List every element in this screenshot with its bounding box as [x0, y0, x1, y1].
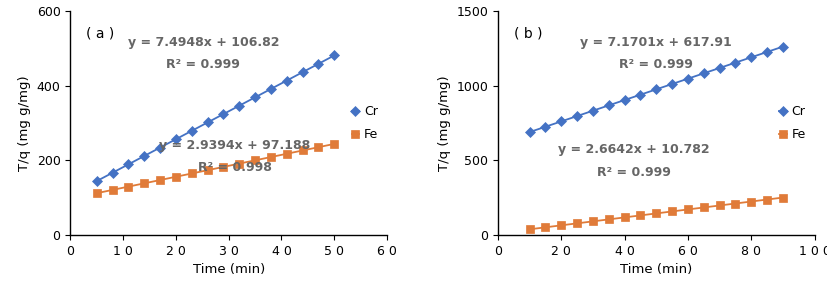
Cr [540, 125, 550, 128]
Fe [730, 202, 740, 205]
Line: Cr: Cr [93, 52, 338, 185]
Text: R² = 0.999: R² = 0.999 [166, 59, 241, 72]
Y-axis label: T/q (mg g/mg): T/q (mg g/mg) [437, 75, 451, 171]
Fe [282, 152, 292, 155]
Cr [652, 88, 662, 91]
Legend: Cr, Fe: Cr, Fe [349, 103, 380, 143]
Cr [171, 138, 181, 141]
Cr [730, 61, 740, 64]
Fe [588, 220, 598, 223]
Text: R² = 0.998: R² = 0.998 [198, 161, 272, 174]
Fe [187, 172, 197, 175]
Fe [298, 149, 308, 152]
Text: R² = 0.999: R² = 0.999 [597, 166, 671, 179]
Fe [266, 155, 276, 159]
Fe [619, 216, 629, 219]
Cr [667, 82, 677, 86]
Fe [250, 159, 260, 162]
Cr [234, 104, 244, 108]
Cr [108, 171, 117, 174]
Fe [139, 182, 149, 185]
Fe [572, 222, 582, 225]
Fe [557, 224, 566, 227]
Text: y = 2.6642x + 10.782: y = 2.6642x + 10.782 [558, 143, 710, 156]
Text: y = 7.4948x + 106.82: y = 7.4948x + 106.82 [127, 36, 279, 49]
Cr [588, 109, 598, 112]
Fe [92, 192, 102, 195]
Cr [218, 112, 228, 116]
Cr [572, 114, 582, 118]
Fe [604, 218, 614, 221]
Cr [123, 163, 133, 166]
Cr [187, 129, 197, 132]
Fe [108, 188, 117, 192]
Cr [282, 79, 292, 82]
Cr [313, 62, 323, 66]
Fe [329, 142, 339, 146]
Fe [683, 208, 693, 211]
Fe [123, 185, 133, 188]
Fe [540, 226, 550, 229]
Fe [313, 145, 323, 149]
Cr [155, 146, 165, 149]
Cr [92, 179, 102, 183]
Text: y = 7.1701x + 617.91: y = 7.1701x + 617.91 [581, 36, 732, 49]
Cr [635, 93, 645, 97]
Cr [139, 154, 149, 158]
Line: Cr: Cr [526, 43, 786, 136]
Cr [250, 96, 260, 99]
Text: ( a ): ( a ) [86, 27, 114, 41]
Cr [619, 98, 629, 102]
Cr [746, 55, 756, 59]
Y-axis label: T/q (mg g/mg): T/q (mg g/mg) [18, 75, 31, 171]
Cr [557, 120, 566, 123]
Fe [715, 204, 724, 207]
Cr [604, 104, 614, 107]
X-axis label: Time (min): Time (min) [620, 263, 692, 276]
Cr [683, 77, 693, 80]
Cr [778, 45, 788, 48]
Cr [715, 66, 724, 70]
Fe [762, 198, 772, 201]
Text: ( b ): ( b ) [514, 27, 543, 41]
X-axis label: Time (min): Time (min) [193, 263, 265, 276]
Line: Fe: Fe [93, 140, 338, 197]
Cr [329, 54, 339, 57]
Fe [652, 212, 662, 215]
Cr [699, 72, 709, 75]
Text: y = 2.9394x + 97.188: y = 2.9394x + 97.188 [160, 139, 311, 152]
Fe [524, 228, 534, 231]
Fe [746, 200, 756, 203]
Cr [266, 87, 276, 91]
Fe [234, 162, 244, 165]
Cr [203, 121, 213, 124]
Fe [635, 214, 645, 217]
Cr [762, 50, 772, 54]
Fe [699, 206, 709, 209]
Fe [203, 168, 213, 172]
Fe [667, 210, 677, 213]
Cr [524, 130, 534, 134]
Line: Fe: Fe [526, 194, 786, 233]
Legend: Cr, Fe: Cr, Fe [777, 103, 808, 143]
Text: R² = 0.999: R² = 0.999 [619, 59, 693, 72]
Fe [171, 175, 181, 179]
Fe [778, 196, 788, 199]
Fe [218, 165, 228, 169]
Fe [155, 178, 165, 182]
Cr [298, 70, 308, 74]
